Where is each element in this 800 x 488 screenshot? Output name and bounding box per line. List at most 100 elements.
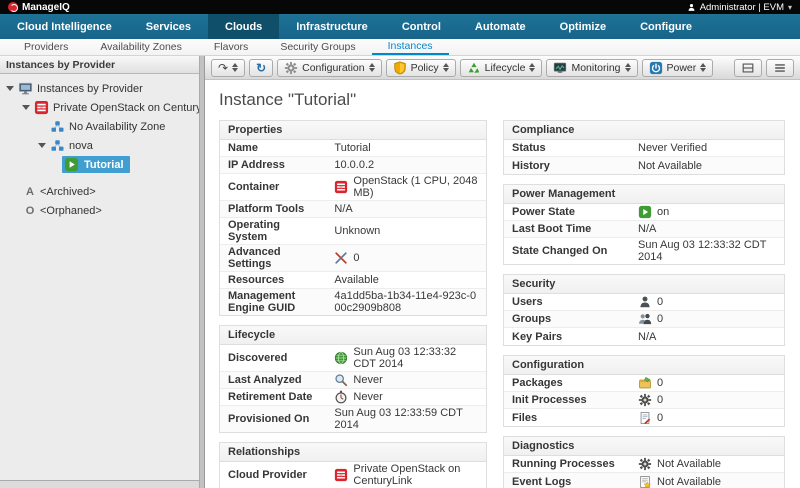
- caret-down-icon[interactable]: [22, 105, 30, 110]
- magnifier-icon: [334, 373, 348, 387]
- table-row: Event Logs Not Available: [504, 473, 784, 488]
- tree-node-no-availability-zone[interactable]: No Availability Zone: [0, 117, 199, 136]
- dropdown-caret-icon: [232, 63, 239, 72]
- tree-node-nova[interactable]: nova: [0, 136, 199, 155]
- recycle-icon: [467, 61, 481, 75]
- power-management-table: Power Management Power State on Last Boot…: [503, 184, 785, 265]
- monitoring-icon: [553, 61, 567, 75]
- sidebar-resize-handle[interactable]: [0, 480, 199, 488]
- nav-item-services[interactable]: Services: [145, 20, 191, 33]
- lifecycle-dropdown[interactable]: Lifecycle: [459, 58, 543, 77]
- table-row: Provisioned On Sun Aug 03 12:33:59 CDT 20…: [220, 406, 486, 432]
- table-header: Lifecycle: [220, 326, 486, 345]
- table-row: Files 0: [512, 411, 664, 425]
- shield-icon: [393, 61, 407, 75]
- table-row: Last Analyzed Never: [220, 372, 486, 389]
- caret-down-icon[interactable]: [38, 143, 46, 148]
- user-menu[interactable]: Administrator | EVM ▾: [687, 2, 792, 13]
- nav-item-automate[interactable]: Automate: [474, 20, 526, 33]
- power-dropdown[interactable]: Power: [641, 58, 714, 77]
- table-row: Management Engine GUID 4a1dd5ba-1b34-11e4…: [220, 289, 486, 315]
- top-bar: ManageIQ Administrator | EVM ▾: [0, 0, 800, 14]
- brand-name: ManageIQ: [22, 1, 70, 13]
- power-on-icon: [638, 205, 652, 219]
- tree-node-tutorial[interactable]: Tutorial: [0, 155, 199, 174]
- sidebar-title: Instances by Provider: [0, 56, 199, 74]
- tree-node-instances-by-provider[interactable]: Instances by Provider: [0, 79, 199, 98]
- files-icon: [638, 411, 652, 425]
- nav-item-clouds[interactable]: Clouds: [208, 14, 280, 39]
- subnav-item-instances[interactable]: Instances: [371, 39, 449, 55]
- table-row: Groups 0: [504, 311, 784, 328]
- table-row: Users 0: [504, 294, 784, 311]
- nav-item-configure[interactable]: Configure: [640, 20, 693, 33]
- text-view-button[interactable]: [766, 58, 794, 77]
- dropdown-caret-icon: [368, 63, 375, 72]
- nav-item-infrastructure[interactable]: Infrastructure: [296, 20, 368, 33]
- history-button[interactable]: ↷: [211, 58, 246, 77]
- subnav-item-providers[interactable]: Providers: [24, 41, 69, 53]
- page-title: Instance "Tutorial": [219, 90, 357, 109]
- dropdown-caret-icon: [624, 63, 631, 72]
- subnav-item-flavors[interactable]: Flavors: [213, 41, 249, 53]
- manageiq-logo-icon: [8, 2, 18, 12]
- user-icon: [638, 295, 652, 309]
- table-row: Name Tutorial: [220, 140, 486, 157]
- table-row: Status Never Verified: [504, 140, 784, 157]
- event-log-icon: [638, 475, 652, 488]
- settings-tools-icon: [334, 251, 348, 265]
- policy-dropdown[interactable]: Policy: [385, 58, 456, 77]
- summary-content: Instance "Tutorial" Properties Name Tutor…: [205, 80, 800, 488]
- caret-down-icon[interactable]: [6, 86, 14, 91]
- configuration-table: Configuration Packages 0 Init Processes 0 …: [503, 355, 785, 427]
- nav-item-optimize[interactable]: Optimize: [559, 20, 607, 33]
- table-row: Key Pairs N/A: [512, 330, 657, 343]
- user-icon: [687, 3, 696, 12]
- table-row: State Changed On Sun Aug 03 12:33:32 CDT …: [512, 239, 767, 263]
- table-header: Compliance: [504, 121, 784, 140]
- chevron-down-icon: ▾: [787, 2, 792, 12]
- history-icon: ↷: [218, 60, 229, 75]
- monitoring-dropdown[interactable]: Monitoring: [546, 58, 638, 77]
- sidebar: Instances by Provider Instances by Provi…: [0, 56, 200, 488]
- nav-item-cloud-intelligence[interactable]: Cloud Intelligence: [17, 20, 112, 33]
- table-header: Power Management: [504, 185, 784, 204]
- table-header: Relationships: [220, 443, 486, 462]
- summary-view-button[interactable]: [734, 58, 762, 77]
- table-header: Diagnostics: [504, 437, 784, 456]
- package-icon: [638, 376, 652, 390]
- table-row: Cloud Provider Private OpenStack on Centu…: [220, 462, 486, 488]
- diagnostics-table: Diagnostics Running Processes Not Availab…: [503, 436, 785, 488]
- table-row: Power State on: [504, 204, 784, 221]
- relationships-table: Relationships Cloud Provider Private Open…: [219, 442, 487, 488]
- gear-icon: [638, 457, 652, 471]
- table-row: Platform Tools N/A: [220, 201, 486, 218]
- table-row: Init Processes 0: [504, 392, 784, 409]
- nav-item-control[interactable]: Control: [401, 20, 441, 33]
- lifecycle-table: Lifecycle Discovered Sun Aug 03 12:33:32 …: [219, 325, 487, 433]
- table-row: IP Address 10.0.0.2: [220, 157, 486, 174]
- tree-node-archived[interactable]: A <Archived>: [0, 182, 199, 201]
- tree-node-orphaned[interactable]: O <Orphaned>: [25, 204, 102, 217]
- subnav-item-security-groups[interactable]: Security Groups: [280, 41, 356, 53]
- table-row: Advanced Settings 0: [220, 245, 486, 272]
- openstack-icon: [334, 468, 348, 482]
- table-row: Running Processes Not Available: [504, 456, 784, 473]
- table-row: Discovered Sun Aug 03 12:33:32 CDT 2014: [220, 345, 486, 372]
- table-row: History Not Available: [504, 157, 784, 174]
- table-row: Retirement Date Never: [220, 389, 486, 406]
- brand[interactable]: ManageIQ: [8, 2, 70, 13]
- toolbar: ↷ ↻ Configuration Policy Lifecycle: [205, 56, 800, 80]
- refresh-button[interactable]: ↻: [249, 58, 274, 77]
- refresh-icon: ↻: [256, 60, 267, 75]
- tree-node-provider[interactable]: Private OpenStack on CenturyLink: [0, 98, 199, 117]
- table-header: Security: [504, 275, 784, 294]
- monitor-icon: [18, 81, 33, 96]
- table-header: Configuration: [504, 356, 784, 375]
- subnav-item-availability-zones[interactable]: Availability Zones: [100, 41, 182, 53]
- stopwatch-icon: [334, 390, 348, 404]
- table-row: Operating System Unknown: [220, 218, 486, 245]
- sidebar-splitter[interactable]: [200, 56, 205, 488]
- openstack-icon: [34, 100, 49, 115]
- configuration-dropdown[interactable]: Configuration: [277, 58, 382, 77]
